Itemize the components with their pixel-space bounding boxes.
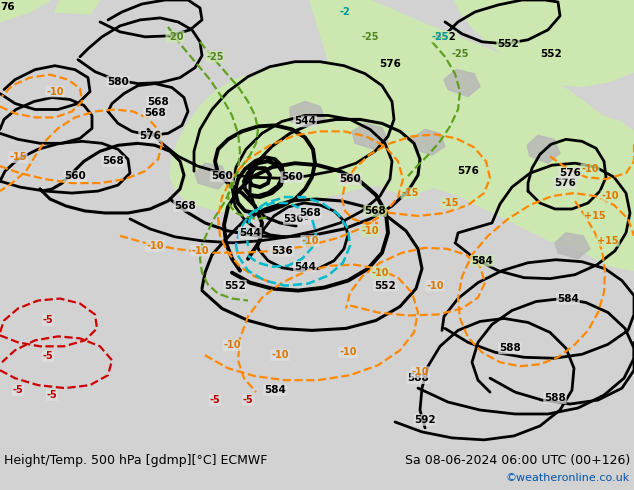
Polygon shape — [540, 116, 634, 173]
Text: 588: 588 — [407, 373, 429, 383]
Text: 584: 584 — [264, 385, 286, 395]
Text: 576: 576 — [554, 178, 576, 188]
Text: 544: 544 — [294, 262, 316, 272]
Text: -15: -15 — [441, 198, 459, 208]
Text: -5: -5 — [210, 395, 221, 405]
Text: 76: 76 — [1, 2, 15, 12]
Text: 544: 544 — [294, 117, 316, 126]
Text: +15: +15 — [584, 211, 606, 221]
Text: 560: 560 — [64, 171, 86, 181]
Text: -10: -10 — [146, 241, 164, 251]
Text: -10: -10 — [46, 87, 64, 97]
Text: 588: 588 — [499, 343, 521, 353]
Text: -20: -20 — [166, 32, 184, 42]
Polygon shape — [455, 0, 634, 87]
Text: -25: -25 — [206, 52, 224, 62]
Text: -25: -25 — [361, 32, 378, 42]
Text: -10: -10 — [581, 164, 598, 174]
Text: -10: -10 — [301, 236, 319, 246]
Text: 552: 552 — [374, 281, 396, 291]
Text: 560: 560 — [281, 172, 303, 182]
Text: Height/Temp. 500 hPa [gdmp][°C] ECMWF: Height/Temp. 500 hPa [gdmp][°C] ECMWF — [4, 454, 268, 467]
Polygon shape — [290, 101, 325, 126]
Text: 568: 568 — [144, 108, 166, 119]
Text: 568: 568 — [102, 156, 124, 166]
Text: -5: -5 — [13, 385, 23, 395]
Text: 588: 588 — [544, 393, 566, 403]
Polygon shape — [55, 0, 100, 14]
Text: 552: 552 — [497, 39, 519, 49]
Text: -10: -10 — [223, 341, 241, 350]
Text: -5: -5 — [42, 316, 53, 325]
Text: 560: 560 — [339, 174, 361, 184]
Text: -10: -10 — [601, 191, 619, 201]
Polygon shape — [0, 0, 50, 22]
Polygon shape — [412, 129, 445, 155]
Text: 536: 536 — [271, 246, 293, 256]
Text: 568: 568 — [299, 208, 321, 218]
Polygon shape — [195, 163, 228, 189]
Polygon shape — [170, 0, 634, 270]
Text: ©weatheronline.co.uk: ©weatheronline.co.uk — [506, 473, 630, 483]
Text: -25: -25 — [451, 49, 469, 59]
Text: 552: 552 — [224, 281, 246, 291]
Polygon shape — [527, 135, 560, 163]
Text: -10: -10 — [191, 246, 209, 256]
Text: 576: 576 — [139, 131, 161, 141]
Text: -2: -2 — [340, 7, 351, 17]
Text: +15: +15 — [597, 236, 619, 246]
Text: -10: -10 — [361, 226, 378, 236]
Text: -15: -15 — [10, 152, 27, 162]
Text: -25: -25 — [431, 32, 449, 42]
Text: 580: 580 — [107, 76, 129, 87]
Text: -10: -10 — [426, 281, 444, 291]
Text: -10: -10 — [411, 367, 429, 377]
Text: 592: 592 — [414, 415, 436, 425]
Text: -5: -5 — [42, 351, 53, 361]
Text: -10: -10 — [339, 347, 357, 357]
Text: 560: 560 — [211, 171, 233, 181]
Polygon shape — [352, 123, 388, 149]
Text: 584: 584 — [557, 294, 579, 303]
Text: -10: -10 — [372, 268, 389, 278]
Text: -5: -5 — [47, 390, 57, 400]
Text: 568: 568 — [174, 201, 196, 211]
Text: 568: 568 — [147, 97, 169, 106]
Text: 552: 552 — [540, 49, 562, 59]
Text: -5: -5 — [243, 395, 254, 405]
Text: 576: 576 — [457, 166, 479, 176]
Text: 544: 544 — [239, 228, 261, 238]
Text: 584: 584 — [471, 256, 493, 266]
Text: Sa 08-06-2024 06:00 UTC (00+126): Sa 08-06-2024 06:00 UTC (00+126) — [404, 454, 630, 467]
Text: -15: -15 — [401, 188, 418, 198]
Polygon shape — [555, 233, 590, 259]
Text: 552: 552 — [434, 32, 456, 42]
Text: 568: 568 — [364, 206, 386, 216]
Text: 576: 576 — [379, 59, 401, 69]
Text: -10: -10 — [271, 350, 288, 360]
Polygon shape — [444, 70, 480, 97]
Text: 536◦: 536◦ — [284, 214, 310, 224]
Text: 576: 576 — [559, 168, 581, 178]
